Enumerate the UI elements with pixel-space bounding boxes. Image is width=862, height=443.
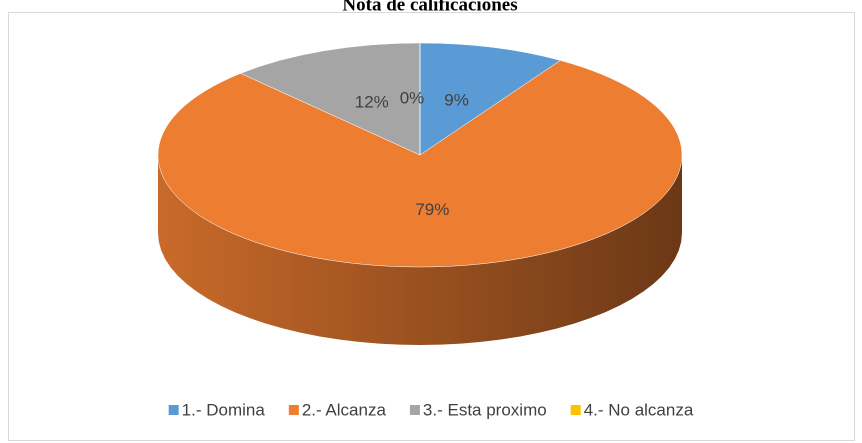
- data-label: 79%: [415, 200, 449, 219]
- legend-label: 1.- Domina: [182, 400, 266, 419]
- data-label: 12%: [355, 92, 389, 111]
- pie-side: [158, 155, 682, 345]
- legend-swatch: [409, 405, 420, 415]
- data-label: 9%: [444, 91, 469, 110]
- legend-label: 4.- No alcanza: [584, 400, 694, 419]
- legend-label: 3.- Esta proximo: [423, 400, 547, 419]
- chart-title: Nota de calificaciones: [342, 0, 517, 15]
- pie-slice: [240, 42, 421, 156]
- legend-swatch: [570, 405, 581, 415]
- legend-swatch: [168, 405, 179, 415]
- legend-swatch: [288, 405, 299, 415]
- pie-slice: [157, 60, 683, 268]
- data-label: 0%: [400, 88, 425, 107]
- legend-label: 2.- Alcanza: [302, 400, 387, 419]
- pie-slice: [419, 42, 561, 156]
